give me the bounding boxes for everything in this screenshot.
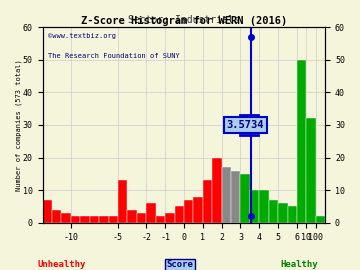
Bar — [240, 174, 250, 223]
Bar — [259, 190, 269, 223]
Bar — [62, 213, 71, 223]
Bar — [80, 216, 90, 223]
Bar — [231, 171, 240, 223]
Bar — [222, 167, 231, 223]
Bar — [127, 210, 137, 223]
Bar — [42, 200, 52, 223]
Text: ©www.textbiz.org: ©www.textbiz.org — [48, 33, 116, 39]
Bar — [118, 180, 127, 223]
Bar — [99, 216, 109, 223]
Text: Unhealthy: Unhealthy — [37, 260, 85, 269]
Text: Healthy: Healthy — [280, 260, 318, 269]
Bar — [137, 213, 146, 223]
Title: Z-Score Histogram for WERN (2016): Z-Score Histogram for WERN (2016) — [81, 16, 287, 26]
Text: 3.5734: 3.5734 — [226, 120, 264, 130]
Bar — [175, 207, 184, 223]
Bar — [203, 180, 212, 223]
Bar — [269, 200, 278, 223]
Text: The Research Foundation of SUNY: The Research Foundation of SUNY — [48, 53, 180, 59]
Bar — [297, 60, 306, 223]
Bar — [212, 157, 222, 223]
Bar — [184, 200, 193, 223]
Bar — [146, 203, 156, 223]
Bar — [90, 216, 99, 223]
Text: Score: Score — [167, 260, 193, 269]
Bar — [156, 216, 165, 223]
Bar — [193, 197, 203, 223]
Bar — [52, 210, 62, 223]
Bar — [250, 190, 259, 223]
Text: Sector: Industrials: Sector: Industrials — [128, 15, 240, 25]
Bar — [278, 203, 288, 223]
Bar — [109, 216, 118, 223]
Bar — [71, 216, 80, 223]
Bar — [306, 119, 316, 223]
Bar — [165, 213, 175, 223]
Bar — [288, 207, 297, 223]
Bar — [316, 216, 325, 223]
Y-axis label: Number of companies (573 total): Number of companies (573 total) — [15, 59, 22, 191]
